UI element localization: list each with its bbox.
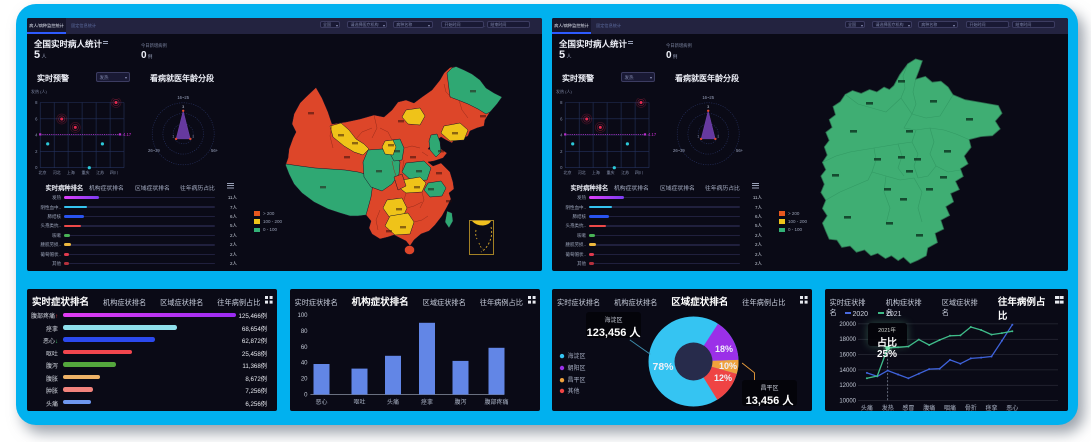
- svg-text:56+: 56+: [211, 148, 219, 153]
- svg-text:其他: 其他: [568, 386, 580, 394]
- svg-text:骨折: 骨折: [964, 404, 976, 411]
- svg-text:1: 1: [717, 134, 719, 138]
- svg-text:发热: 发热: [881, 404, 893, 411]
- svg-text:河北: 河北: [53, 169, 61, 175]
- svg-text:3: 3: [182, 105, 184, 109]
- svg-text:咽痛: 咽痛: [943, 404, 955, 411]
- svg-text:四川: 四川: [635, 170, 643, 175]
- svg-text:腹泻: 腹泻: [454, 398, 466, 406]
- svg-text:20000: 20000: [839, 321, 856, 327]
- svg-text:江苏: 江苏: [96, 169, 104, 175]
- svg-text:8: 8: [35, 100, 38, 105]
- svg-text:北京: 北京: [564, 169, 572, 175]
- svg-text:上海: 上海: [592, 169, 600, 175]
- svg-text:0: 0: [35, 165, 38, 170]
- svg-text:恶心: 恶心: [315, 399, 327, 406]
- svg-text:0: 0: [560, 165, 563, 170]
- svg-text:恶心: 恶心: [1006, 405, 1018, 411]
- svg-text:江苏: 江苏: [621, 169, 629, 175]
- svg-text:6: 6: [560, 116, 563, 121]
- svg-text:腹痛: 腹痛: [923, 404, 935, 411]
- svg-text:感冒: 感冒: [902, 404, 914, 411]
- svg-text:26~39: 26~39: [148, 148, 160, 153]
- svg-text:2: 2: [35, 148, 38, 153]
- svg-text:18000: 18000: [839, 337, 856, 343]
- svg-text:16000: 16000: [839, 352, 856, 358]
- svg-text:56+: 56+: [736, 148, 744, 153]
- svg-text:6: 6: [35, 116, 38, 121]
- svg-text:四川: 四川: [110, 170, 118, 175]
- svg-text:2: 2: [560, 148, 563, 153]
- svg-text:0: 0: [304, 392, 308, 398]
- svg-text:16~25: 16~25: [177, 95, 189, 100]
- svg-text:4: 4: [560, 132, 563, 137]
- svg-text:腹部疼痛: 腹部疼痛: [484, 398, 508, 406]
- svg-text:8: 8: [560, 100, 563, 105]
- svg-text:海淀区: 海淀区: [568, 352, 586, 360]
- svg-text:40: 40: [300, 360, 307, 366]
- svg-text:重庆: 重庆: [607, 169, 615, 175]
- svg-text:4.17: 4.17: [123, 132, 132, 137]
- svg-text:14000: 14000: [839, 367, 856, 373]
- svg-text:头痛: 头痛: [860, 404, 872, 411]
- svg-text:26~39: 26~39: [673, 148, 685, 153]
- svg-text:100: 100: [297, 313, 308, 319]
- svg-text:痉挛: 痉挛: [420, 398, 432, 406]
- svg-text:呕吐: 呕吐: [353, 398, 365, 406]
- svg-text:1: 1: [192, 134, 194, 138]
- svg-text:上海: 上海: [67, 169, 75, 175]
- svg-text:痉挛: 痉挛: [985, 404, 997, 411]
- svg-text:12000: 12000: [839, 383, 856, 389]
- svg-text:重庆: 重庆: [82, 169, 90, 175]
- svg-text:1: 1: [172, 134, 174, 138]
- svg-text:10000: 10000: [839, 398, 856, 404]
- svg-text:朝阳区: 朝阳区: [568, 364, 586, 372]
- svg-text:60: 60: [300, 344, 307, 350]
- svg-text:4.17: 4.17: [648, 132, 657, 137]
- svg-text:20: 20: [300, 376, 307, 382]
- svg-text:4: 4: [35, 132, 38, 137]
- svg-text:头痛: 头痛: [386, 398, 398, 406]
- svg-text:80: 80: [300, 329, 307, 335]
- svg-text:3: 3: [707, 105, 709, 109]
- svg-text:1: 1: [697, 134, 699, 138]
- svg-text:昌平区: 昌平区: [568, 377, 586, 384]
- svg-text:北京: 北京: [39, 169, 47, 175]
- svg-text:16~25: 16~25: [702, 95, 714, 100]
- svg-text:河北: 河北: [578, 169, 586, 175]
